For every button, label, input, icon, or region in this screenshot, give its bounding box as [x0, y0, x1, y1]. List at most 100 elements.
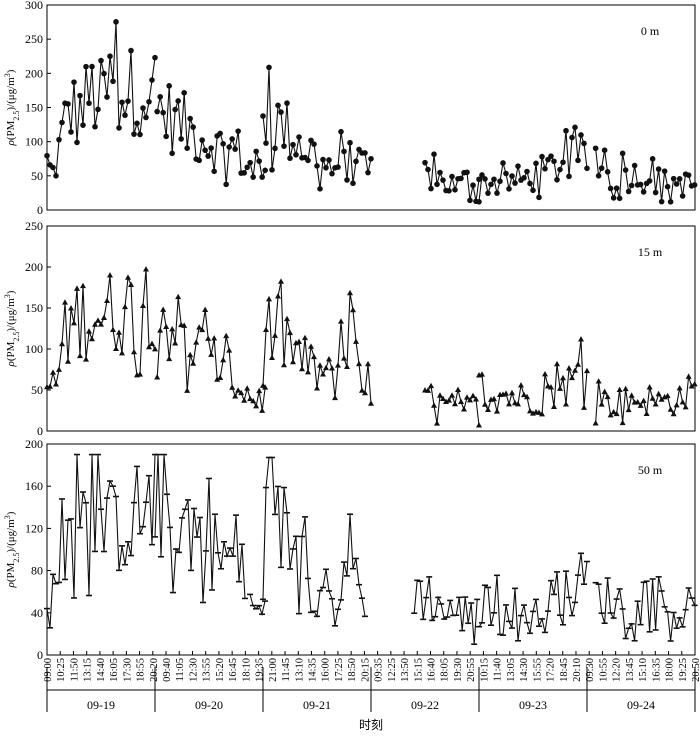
- data-point: [646, 384, 653, 390]
- data-point: [563, 401, 569, 407]
- data-point: [53, 381, 59, 387]
- data-point: [658, 198, 665, 205]
- data-point: [539, 153, 545, 160]
- data-point: [592, 145, 599, 152]
- data-point: [314, 163, 320, 169]
- data-point: [122, 112, 128, 119]
- data-point: [128, 47, 134, 54]
- time-tick-label: 13:15: [83, 658, 94, 682]
- series-line: [46, 269, 156, 388]
- data-point: [655, 390, 662, 397]
- data-point: [437, 392, 443, 398]
- data-point: [485, 406, 491, 412]
- y-tick-label: 200: [25, 66, 43, 80]
- data-point: [637, 402, 644, 408]
- data-point: [241, 397, 248, 403]
- date-label: 09-23: [519, 698, 547, 712]
- data-point: [299, 365, 305, 372]
- data-point: [101, 70, 107, 77]
- time-tick-label: 16:45: [228, 658, 239, 682]
- data-point: [143, 266, 149, 272]
- time-tick-label: 17:25: [334, 658, 345, 682]
- y-tick-label: 100: [25, 135, 43, 149]
- data-point: [455, 386, 461, 392]
- data-point: [187, 115, 193, 122]
- data-point: [281, 361, 287, 368]
- data-point: [685, 373, 692, 379]
- data-point: [362, 389, 368, 396]
- data-point: [341, 148, 347, 155]
- data-point: [272, 332, 278, 338]
- data-point: [253, 402, 260, 409]
- data-point: [163, 323, 170, 330]
- y-tick-label: 250: [25, 219, 43, 233]
- data-point: [217, 374, 224, 380]
- data-point: [425, 387, 431, 393]
- data-point: [110, 78, 116, 85]
- data-point: [71, 319, 77, 326]
- series-label: 50 m: [638, 463, 663, 477]
- time-tick-label: 18:45: [559, 658, 570, 682]
- data-point: [461, 406, 467, 412]
- time-tick-label: 16:05: [109, 658, 120, 682]
- data-point: [181, 89, 187, 96]
- data-point: [223, 332, 230, 339]
- data-point: [437, 169, 443, 176]
- data-point: [560, 374, 566, 381]
- data-point: [449, 173, 455, 180]
- data-point: [175, 293, 182, 300]
- data-point: [646, 178, 653, 184]
- data-point: [86, 100, 92, 107]
- data-point: [89, 335, 95, 342]
- time-tick-label: 12:25: [387, 658, 398, 682]
- data-point: [149, 77, 155, 83]
- data-point: [323, 164, 329, 171]
- data-point: [107, 272, 113, 278]
- time-tick-label: 17:30: [122, 658, 133, 682]
- data-point: [211, 168, 217, 175]
- time-tick-label: 16:40: [427, 658, 438, 682]
- data-point: [584, 367, 590, 374]
- time-tick-label: 17:20: [546, 658, 557, 682]
- data-point: [479, 371, 485, 377]
- data-point: [595, 172, 602, 179]
- data-point: [524, 393, 530, 400]
- data-point: [335, 362, 341, 368]
- data-point: [518, 382, 524, 388]
- data-point: [293, 151, 299, 158]
- data-point: [476, 176, 482, 183]
- data-point: [566, 365, 572, 371]
- data-point: [208, 351, 215, 357]
- data-point: [530, 410, 536, 416]
- data-series: [44, 453, 698, 646]
- data-point: [607, 185, 614, 192]
- data-point: [566, 173, 572, 180]
- data-point: [131, 131, 137, 137]
- y-tick-label: 160: [25, 479, 43, 493]
- data-point: [178, 136, 184, 142]
- data-point: [329, 365, 335, 371]
- data-point: [116, 329, 122, 335]
- data-point: [479, 172, 485, 178]
- data-point: [89, 63, 95, 70]
- data-point: [569, 374, 575, 381]
- data-point: [482, 176, 488, 182]
- data-point: [287, 329, 293, 336]
- data-point: [670, 175, 677, 182]
- data-point: [512, 180, 518, 186]
- time-tick-label: 10:25: [56, 658, 67, 682]
- series-line: [46, 21, 156, 176]
- y-tick-label: 200: [25, 260, 43, 274]
- data-point: [452, 187, 458, 193]
- data-point: [95, 317, 101, 323]
- data-point: [116, 125, 122, 131]
- data-point: [688, 383, 695, 389]
- data-point: [44, 152, 50, 159]
- y-tick-label: 50: [31, 169, 43, 183]
- data-point: [601, 147, 608, 153]
- data-point: [217, 130, 223, 137]
- data-point: [679, 193, 686, 199]
- data-point: [434, 420, 440, 426]
- data-point: [428, 382, 434, 389]
